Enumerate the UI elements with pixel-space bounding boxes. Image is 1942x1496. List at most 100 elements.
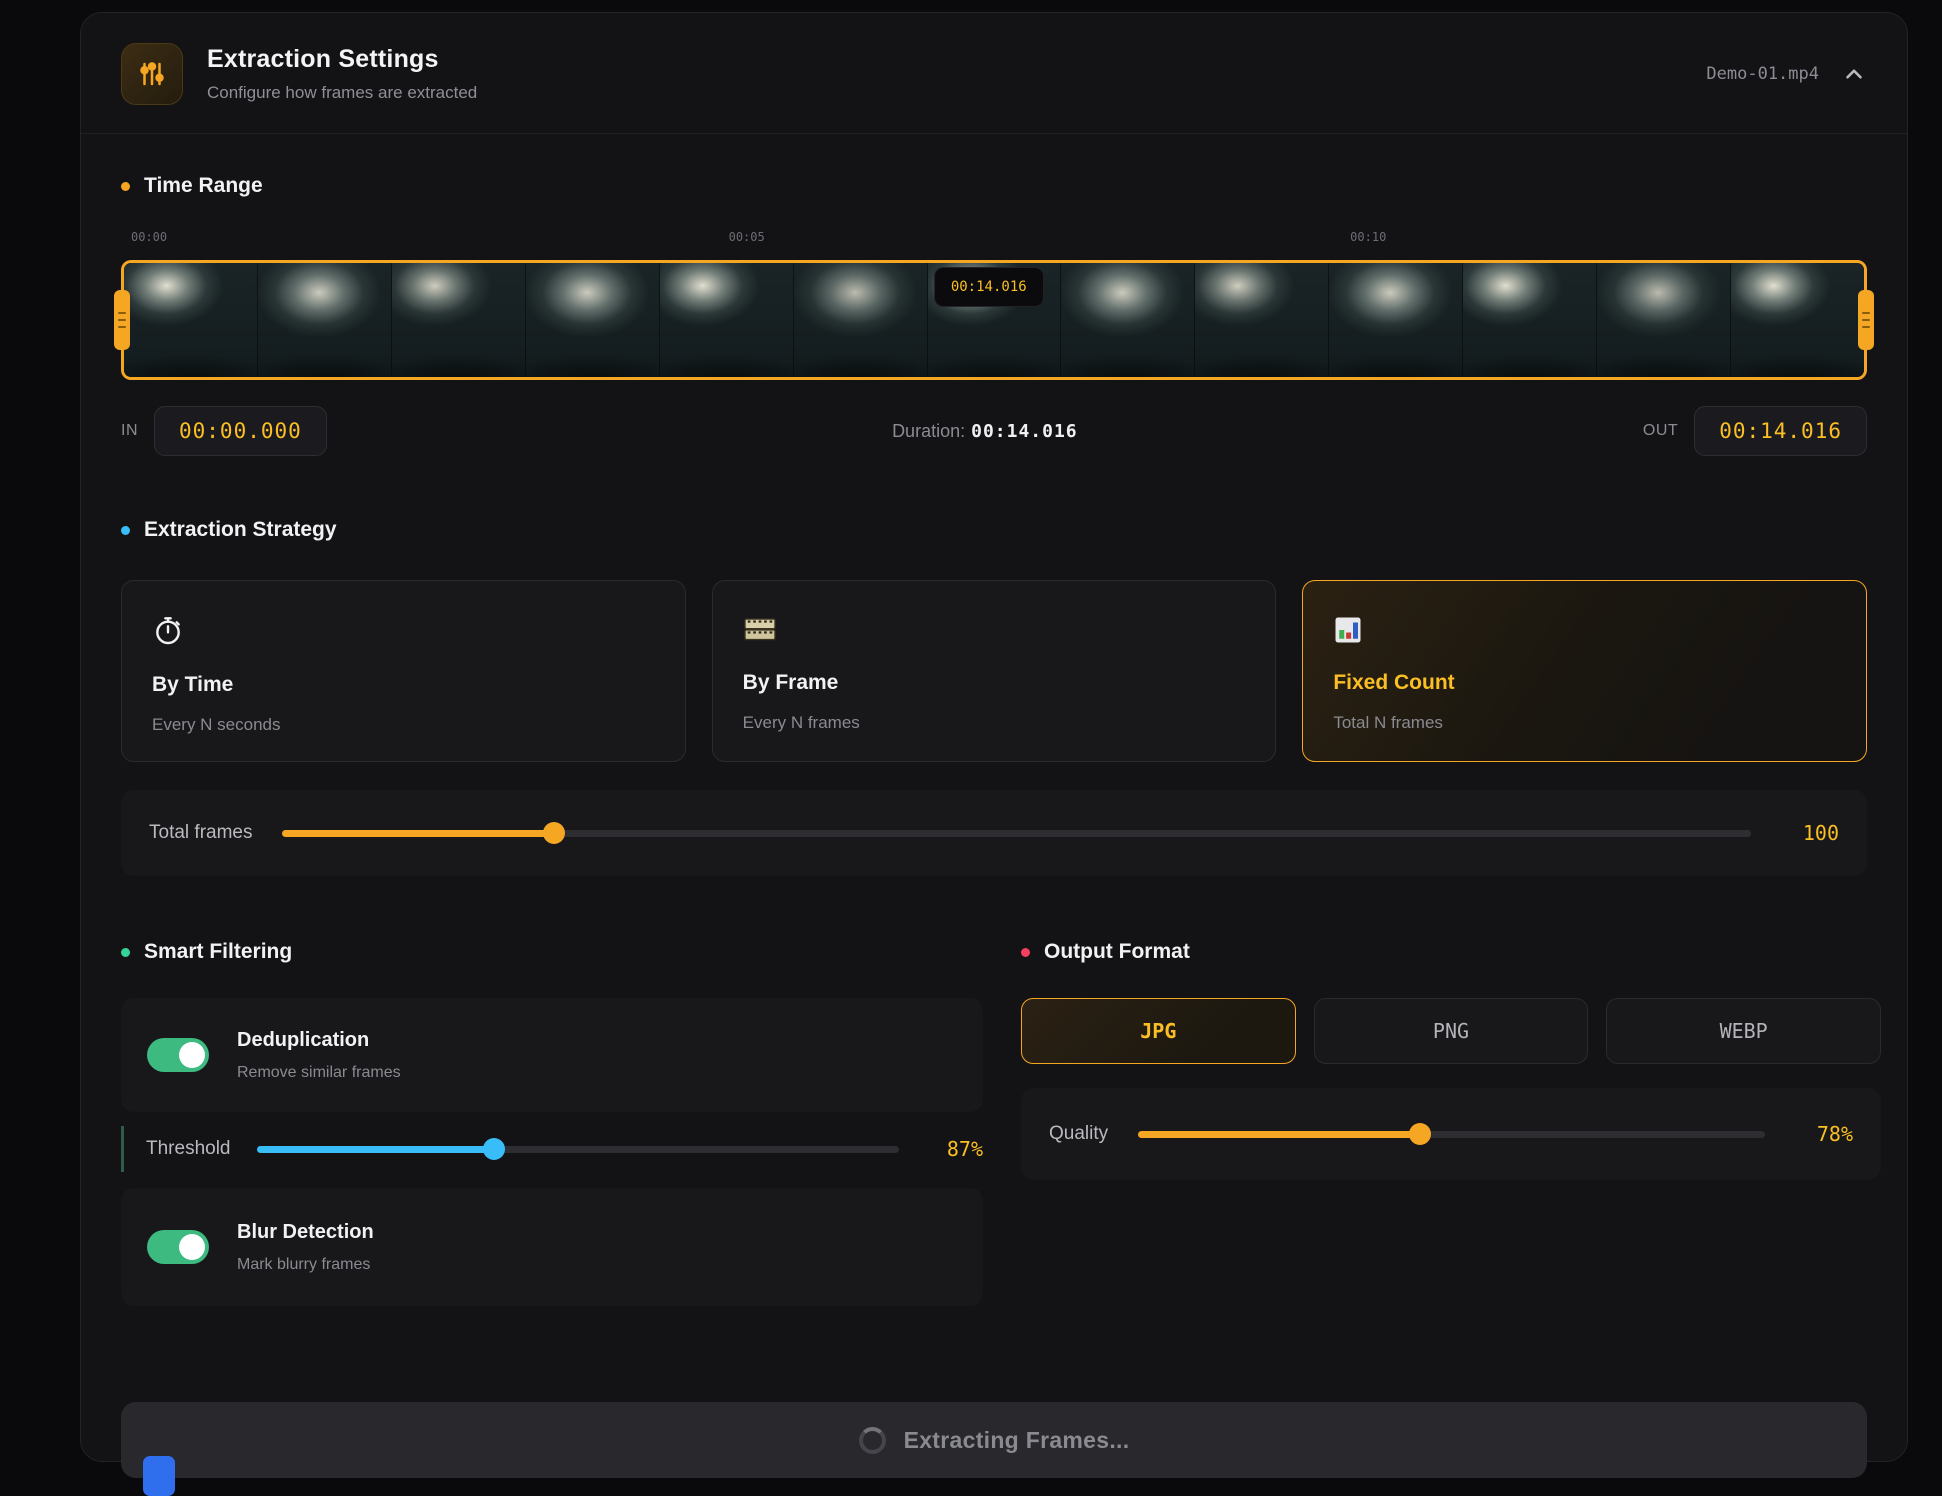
- total-frames-row: Total frames 100: [121, 790, 1867, 876]
- time-marker: 00:10: [1350, 230, 1387, 244]
- slider-fill: [282, 829, 555, 837]
- video-frame-thumbnail: [524, 263, 659, 377]
- total-frames-slider[interactable]: [282, 822, 1751, 844]
- blur-detection-card: Blur Detection Mark blurry frames: [121, 1188, 983, 1306]
- video-frame-thumbnail: [1060, 263, 1195, 377]
- toggle-knob: [179, 1042, 205, 1068]
- file-name-label: Demo-01.mp4: [1706, 64, 1819, 84]
- sliders-icon: [121, 43, 183, 105]
- slider-thumb[interactable]: [1409, 1123, 1432, 1145]
- format-buttons: JPG PNG WEBP: [1021, 998, 1881, 1064]
- video-frame-thumbnail: [1596, 263, 1731, 377]
- quality-label: Quality: [1049, 1123, 1109, 1144]
- deduplication-title: Deduplication: [237, 1028, 370, 1051]
- quality-row: Quality 78%: [1021, 1088, 1881, 1180]
- output-format-column: Output Format JPG PNG WEBP Quality 78%: [1021, 940, 1881, 1306]
- format-button-png[interactable]: PNG: [1313, 998, 1589, 1064]
- section-title: Smart Filtering: [144, 940, 293, 963]
- deduplication-toggle[interactable]: [147, 1038, 209, 1072]
- strategy-card-fixed-count[interactable]: Fixed Count Total N frames: [1302, 580, 1867, 762]
- slider-fill: [256, 1145, 495, 1153]
- quality-slider[interactable]: [1138, 1123, 1765, 1145]
- strategy-title: By Time: [152, 673, 234, 696]
- trim-out-handle[interactable]: [1858, 290, 1874, 350]
- film-strip-icon: [743, 618, 776, 641]
- strategy-subtitle: Every N seconds: [152, 715, 281, 734]
- strategy-card-by-time[interactable]: By Time Every N seconds: [121, 580, 686, 762]
- panel-header: Extraction Settings Configure how frames…: [81, 13, 1907, 134]
- threshold-slider[interactable]: [256, 1138, 899, 1160]
- orange-bullet-icon: [121, 181, 130, 191]
- threshold-label: Threshold: [146, 1138, 231, 1159]
- smart-filtering-column: Smart Filtering Deduplication Remove sim…: [121, 940, 983, 1306]
- quality-value: 78%: [1816, 1122, 1853, 1146]
- deduplication-subtitle: Remove similar frames: [237, 1063, 401, 1081]
- time-marker: 00:00: [131, 230, 168, 244]
- duration-value: 00:14.016: [971, 420, 1078, 442]
- blur-detection-subtitle: Mark blurry frames: [237, 1255, 371, 1273]
- bottom-left-blue-badge: [143, 1456, 175, 1496]
- total-frames-label: Total frames: [149, 822, 253, 843]
- playhead-tooltip: 00:14.016: [933, 267, 1044, 307]
- stopwatch-icon: [156, 617, 180, 645]
- page-title: Extraction Settings: [207, 45, 439, 73]
- video-frame-thumbnail: [256, 263, 391, 377]
- green-bullet-icon: [121, 947, 130, 957]
- strategy-cards: By Time Every N seconds By Frame Every N…: [121, 580, 1867, 762]
- duration-text: Duration: 00:14.016: [327, 421, 1643, 442]
- video-frame-thumbnail: [1328, 263, 1463, 377]
- format-button-jpg[interactable]: JPG: [1021, 998, 1296, 1064]
- red-bullet-icon: [1021, 947, 1030, 957]
- output-format-heading: Output Format: [1021, 940, 1881, 964]
- extract-button-label: Extracting Frames...: [903, 1426, 1130, 1453]
- format-button-webp[interactable]: WEBP: [1606, 998, 1881, 1064]
- strategy-card-by-frame[interactable]: By Frame Every N frames: [711, 580, 1277, 762]
- duration-label: Duration:: [892, 420, 966, 441]
- bar-chart-icon: [1335, 617, 1361, 643]
- strategy-title: Fixed Count: [1333, 671, 1455, 694]
- spinner-icon: [858, 1426, 886, 1454]
- strategy-title: By Frame: [742, 671, 839, 694]
- timeline-markers: 00:00 00:05 00:10: [121, 230, 1867, 246]
- total-frames-value: 100: [1802, 821, 1839, 845]
- video-frame-thumbnail: [1462, 263, 1597, 377]
- toggle-knob: [179, 1234, 205, 1260]
- smart-filtering-heading: Smart Filtering: [121, 940, 983, 964]
- page-subtitle: Configure how frames are extracted: [207, 83, 478, 102]
- blur-detection-title: Blur Detection: [237, 1220, 374, 1243]
- threshold-value: 87%: [946, 1137, 983, 1161]
- video-frame-thumbnail: [658, 263, 793, 377]
- time-range-heading: Time Range: [121, 174, 1867, 198]
- threshold-row: Threshold 87%: [121, 1126, 983, 1172]
- blue-bullet-icon: [121, 525, 130, 535]
- extract-button[interactable]: Extracting Frames...: [121, 1402, 1867, 1478]
- strategy-subtitle: Total N frames: [1333, 713, 1443, 732]
- section-title: Time Range: [144, 174, 263, 197]
- in-label: IN: [121, 422, 138, 439]
- timeline: 00:14.016: [114, 260, 1874, 380]
- out-label: OUT: [1642, 422, 1679, 439]
- strategy-subtitle: Every N frames: [742, 713, 860, 732]
- video-frame-thumbnail: [1194, 263, 1329, 377]
- collapse-button[interactable]: [1841, 61, 1867, 87]
- trim-in-handle[interactable]: [114, 290, 130, 350]
- strategy-heading: Extraction Strategy: [121, 518, 1867, 542]
- section-title: Extraction Strategy: [144, 518, 337, 541]
- deduplication-card: Deduplication Remove similar frames: [121, 998, 983, 1112]
- in-out-row: IN 00:00.000 Duration: 00:14.016 OUT 00:1…: [121, 406, 1867, 456]
- time-marker: 00:05: [728, 230, 765, 244]
- slider-fill: [1138, 1130, 1421, 1138]
- video-frame-thumbnail: [792, 263, 927, 377]
- slider-thumb[interactable]: [543, 822, 566, 844]
- chevron-up-icon: [1846, 69, 1862, 79]
- video-frame-thumbnail: [390, 263, 525, 377]
- video-frame-thumbnail: [124, 263, 257, 377]
- blur-detection-toggle[interactable]: [147, 1230, 209, 1264]
- out-time-field[interactable]: 00:14.016: [1694, 406, 1867, 456]
- extraction-settings-panel: Extraction Settings Configure how frames…: [80, 12, 1908, 1478]
- video-frame-thumbnail: [1730, 263, 1864, 377]
- slider-thumb[interactable]: [483, 1138, 506, 1160]
- section-title: Output Format: [1044, 940, 1190, 963]
- timeline-filmstrip[interactable]: [121, 260, 1867, 380]
- in-time-field[interactable]: 00:00.000: [154, 406, 327, 456]
